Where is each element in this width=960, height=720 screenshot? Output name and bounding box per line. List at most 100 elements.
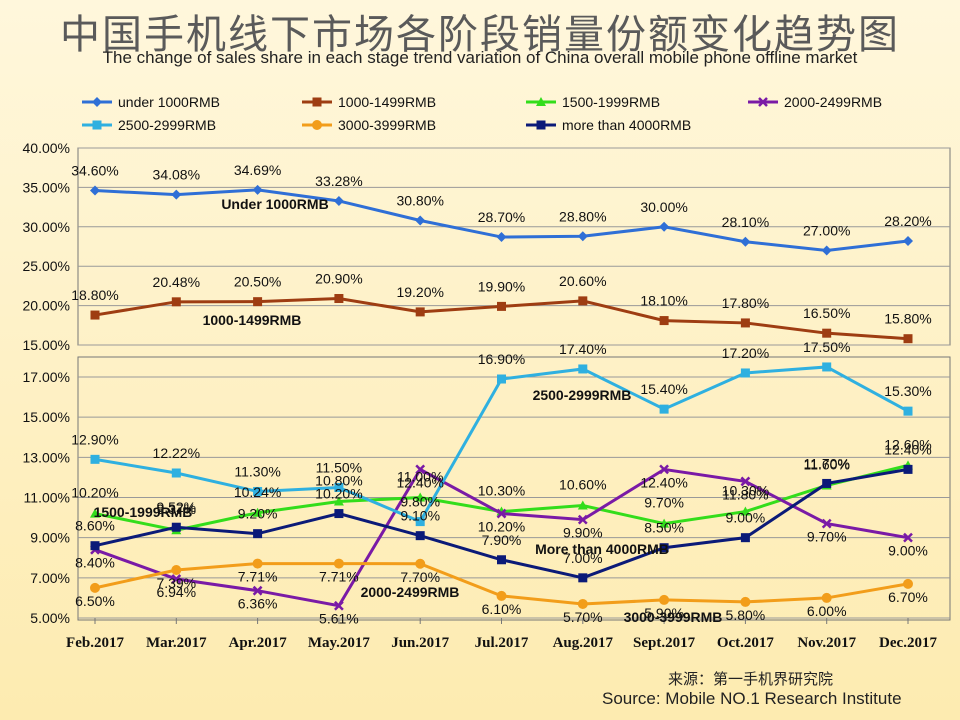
series-annotation: 3000-3999RMB	[624, 609, 723, 625]
data-point	[252, 558, 263, 569]
data-label: 28.70%	[478, 209, 525, 225]
chart-title-cn: 中国手机线下市场各阶段销量份额变化趋势图	[60, 12, 900, 58]
data-label: 10.20%	[478, 519, 525, 535]
data-label: 8.40%	[75, 555, 115, 571]
data-label: 7.39%	[156, 575, 196, 591]
data-label: 6.10%	[482, 601, 522, 617]
data-point	[252, 585, 263, 596]
y-tick-label: 20.00%	[23, 298, 70, 314]
data-point	[334, 509, 344, 519]
data-point	[90, 454, 100, 464]
chart-title-en: The change of sales share in each stage …	[102, 48, 858, 67]
data-label: 11.70%	[803, 455, 849, 471]
data-label: 30.00%	[640, 199, 687, 215]
data-point	[90, 508, 100, 518]
legend-marker	[312, 97, 322, 107]
y-tick-label: 25.00%	[23, 258, 70, 274]
data-label: 30.80%	[396, 192, 443, 208]
data-label: 7.71%	[238, 569, 278, 585]
data-point	[822, 478, 832, 488]
data-point	[659, 404, 669, 414]
data-point	[253, 529, 263, 539]
data-point	[496, 590, 507, 601]
data-point	[740, 533, 750, 543]
data-point	[903, 532, 913, 543]
series-annotation: 2000-2499RMB	[361, 584, 460, 600]
series-annotation: 1500-1999RMB	[94, 504, 193, 520]
data-point	[171, 565, 182, 576]
x-tick-label: Nov.2017	[797, 635, 856, 651]
data-label: 8.50%	[644, 520, 684, 536]
data-label: 10.24%	[234, 484, 281, 500]
data-label: 28.20%	[884, 213, 931, 229]
y-tick-label: 15.00%	[23, 409, 70, 425]
data-point	[171, 468, 181, 478]
legend-marker	[758, 97, 768, 107]
data-label: 11.60%	[803, 456, 849, 472]
data-label: 10.30%	[722, 483, 769, 499]
data-label: 10.20%	[315, 486, 362, 502]
data-point	[659, 594, 670, 605]
data-label: 17.20%	[722, 345, 769, 361]
legend-marker	[92, 97, 102, 107]
data-label: 9.20%	[238, 506, 278, 522]
legend-label: 1500-1999RMB	[562, 94, 660, 110]
legend-label: more than 4000RMB	[562, 117, 691, 133]
data-point	[171, 189, 182, 200]
data-point	[659, 518, 670, 528]
data-label: 10.80%	[315, 473, 362, 489]
data-point	[740, 236, 751, 247]
y-tick-label: 30.00%	[23, 219, 70, 235]
x-tick-label: Jul.2017	[475, 635, 529, 651]
data-label: 34.60%	[71, 163, 118, 179]
x-tick-label: Oct.2017	[717, 635, 775, 651]
data-label: 12.90%	[71, 431, 118, 447]
data-label: 20.90%	[315, 271, 362, 287]
data-point	[821, 245, 832, 256]
data-point	[334, 294, 344, 304]
data-point	[415, 307, 425, 317]
data-label: 5.70%	[563, 609, 603, 625]
data-point	[740, 318, 750, 328]
data-point	[659, 543, 669, 553]
legend-label: under 1000RMB	[118, 94, 220, 110]
data-label: 19.90%	[478, 278, 525, 294]
data-point	[497, 555, 506, 565]
data-label: 9.70%	[644, 495, 684, 511]
data-label: 15.80%	[884, 311, 931, 327]
series-annotation: 1000-1499RMB	[203, 312, 302, 328]
x-tick-label: May.2017	[308, 635, 371, 651]
data-point	[577, 598, 588, 609]
data-point	[740, 476, 751, 487]
data-label: 10.20%	[71, 485, 118, 501]
data-point	[333, 195, 344, 206]
data-label: 11.30%	[234, 463, 280, 479]
data-label: 9.52%	[156, 499, 196, 515]
legend-label: 2500-2999RMB	[118, 117, 216, 133]
data-label: 7.00%	[563, 550, 603, 566]
data-point	[90, 310, 100, 320]
y-tick-label: 15.00%	[23, 337, 70, 353]
y-tick-label: 7.00%	[30, 570, 70, 586]
y-tick-label: 5.00%	[30, 610, 70, 626]
data-point	[415, 517, 425, 527]
data-label: 7.70%	[400, 569, 440, 585]
data-label: 6.00%	[807, 603, 847, 619]
y-tick-label: 9.00%	[30, 530, 70, 546]
data-label: 5.80%	[726, 607, 766, 623]
data-point	[903, 578, 913, 589]
x-tick-label: Sept.2017	[633, 635, 696, 651]
x-tick-label: Jun.2017	[391, 635, 449, 651]
data-label: 20.50%	[234, 274, 281, 290]
data-label: 5.61%	[319, 611, 359, 627]
data-label: 16.90%	[478, 351, 525, 367]
data-label: 9.90%	[563, 525, 603, 541]
y-tick-label: 13.00%	[23, 449, 70, 465]
data-label: 9.10%	[400, 508, 440, 524]
bottom-panel-frame	[77, 356, 951, 621]
y-tick-label: 40.00%	[23, 140, 70, 156]
data-point	[496, 232, 507, 243]
y-tick-label: 35.00%	[23, 179, 70, 195]
data-label: 16.50%	[803, 305, 850, 321]
